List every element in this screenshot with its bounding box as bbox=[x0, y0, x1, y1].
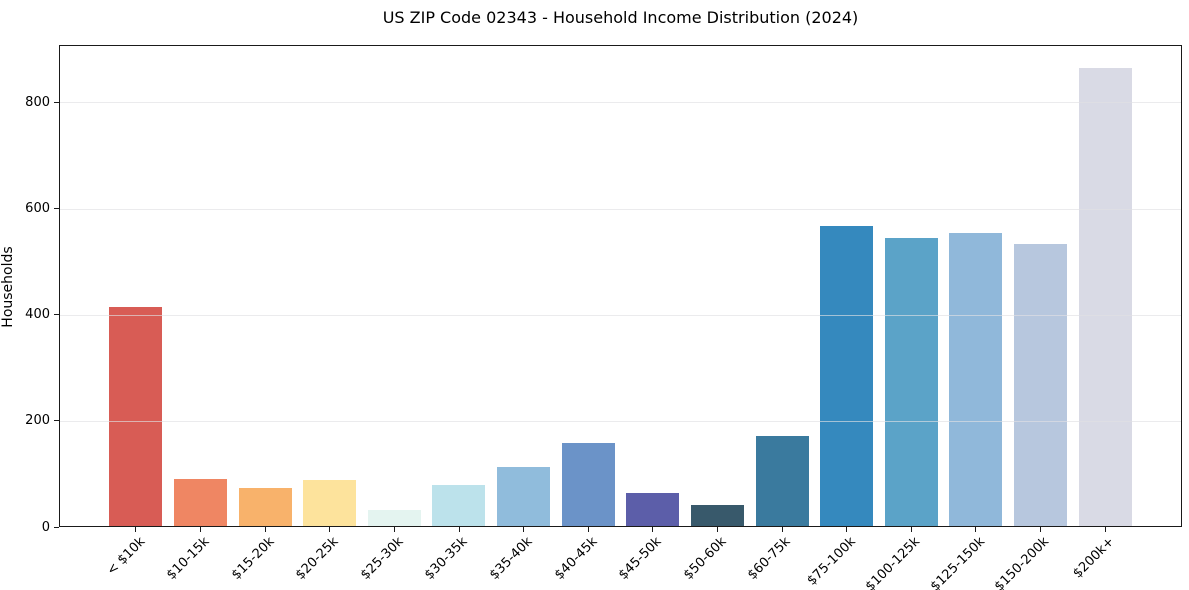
bar-$15-20k bbox=[238, 488, 292, 526]
x-tick-mark-$20-25k bbox=[329, 527, 331, 532]
x-tick-mark-$35-40k bbox=[523, 527, 525, 532]
y-tick-label-400: 400 bbox=[25, 307, 50, 323]
bar-$60-75k bbox=[755, 435, 809, 526]
gridline-y-200 bbox=[60, 420, 1181, 422]
y-tick-label-800: 800 bbox=[25, 94, 50, 110]
y-tick-mark-600 bbox=[54, 208, 59, 209]
x-tick-mark-$30-35k bbox=[458, 527, 460, 532]
gridline-y-600 bbox=[60, 208, 1181, 210]
bar-$25-30k bbox=[367, 510, 421, 526]
x-tick-mark-$150-200k bbox=[1040, 527, 1041, 532]
y-tick-label-600: 600 bbox=[25, 201, 50, 216]
x-tick-label-$15-20k: $15-20k bbox=[228, 534, 278, 583]
y-tick-mark-0 bbox=[54, 526, 59, 528]
bar-$45-50k bbox=[626, 493, 680, 526]
bar-$30-35k bbox=[432, 485, 486, 526]
x-tick-label-$20-25k: $20-25k bbox=[293, 534, 342, 583]
y-tick-mark-400 bbox=[54, 314, 59, 316]
x-tick-label-$75-100k: $75-100k bbox=[804, 534, 859, 589]
bar-$75-100k bbox=[820, 226, 874, 526]
y-tick-label-200: 200 bbox=[25, 413, 50, 429]
x-tick-label-$200k+: $200k+ bbox=[1069, 534, 1118, 582]
y-tick-label-0: 0 bbox=[41, 519, 50, 535]
bar-$20-25k bbox=[303, 479, 357, 526]
chart-title: US ZIP Code 02343 - Household Income Dis… bbox=[382, 8, 859, 27]
x-tick-label-$60-75k: $60-75k bbox=[745, 534, 794, 583]
x-tick-mark-< $10k bbox=[135, 527, 137, 532]
x-tick-label-$125-150k: $125-150k bbox=[927, 534, 988, 590]
x-tick-mark-$45-50k bbox=[652, 527, 654, 532]
x-tick-label-$40-45k: $40-45k bbox=[551, 534, 601, 583]
x-tick-label-$10-15k: $10-15k bbox=[163, 534, 213, 583]
bar-$125-150k bbox=[949, 233, 1003, 526]
y-tick-mark-800 bbox=[54, 101, 59, 103]
bar-< $10k bbox=[109, 307, 163, 526]
bar-$200k+ bbox=[1078, 67, 1132, 526]
x-tick-label-$50-60k: $50-60k bbox=[680, 534, 730, 583]
x-tick-mark-$25-30k bbox=[393, 527, 395, 532]
x-tick-label-< $10k: < $10k bbox=[103, 534, 148, 579]
gridline-y-400 bbox=[60, 314, 1181, 316]
x-tick-mark-$75-100k bbox=[846, 527, 848, 532]
y-axis-label: Households bbox=[0, 246, 16, 328]
x-tick-label-$100-125k: $100-125k bbox=[863, 534, 924, 590]
bar-$100-125k bbox=[884, 238, 938, 526]
x-tick-mark-$125-150k bbox=[975, 527, 977, 532]
x-tick-mark-$15-20k bbox=[264, 527, 266, 532]
x-tick-mark-$100-125k bbox=[910, 527, 912, 532]
x-tick-label-$30-35k: $30-35k bbox=[422, 534, 471, 583]
x-tick-mark-$200k+ bbox=[1104, 527, 1106, 532]
bar-$35-40k bbox=[497, 467, 551, 526]
bar-$10-15k bbox=[174, 479, 227, 526]
x-tick-label-$45-50k: $45-50k bbox=[616, 534, 665, 583]
x-tick-mark-$60-75k bbox=[781, 527, 783, 532]
bar-$40-45k bbox=[561, 443, 615, 526]
x-tick-label-$25-30k: $25-30k bbox=[357, 534, 407, 583]
y-tick-mark-200 bbox=[54, 420, 59, 422]
plot-area bbox=[59, 45, 1182, 527]
x-tick-mark-$10-15k bbox=[200, 527, 201, 532]
x-tick-mark-$50-60k bbox=[716, 527, 718, 532]
bar-$50-60k bbox=[690, 504, 744, 526]
bar-$150-200k bbox=[1013, 243, 1067, 526]
x-tick-label-$150-200k: $150-200k bbox=[992, 534, 1053, 590]
x-tick-mark-$40-45k bbox=[587, 527, 589, 532]
gridline-y-800 bbox=[60, 102, 1181, 104]
x-tick-label-$35-40k: $35-40k bbox=[487, 534, 536, 583]
